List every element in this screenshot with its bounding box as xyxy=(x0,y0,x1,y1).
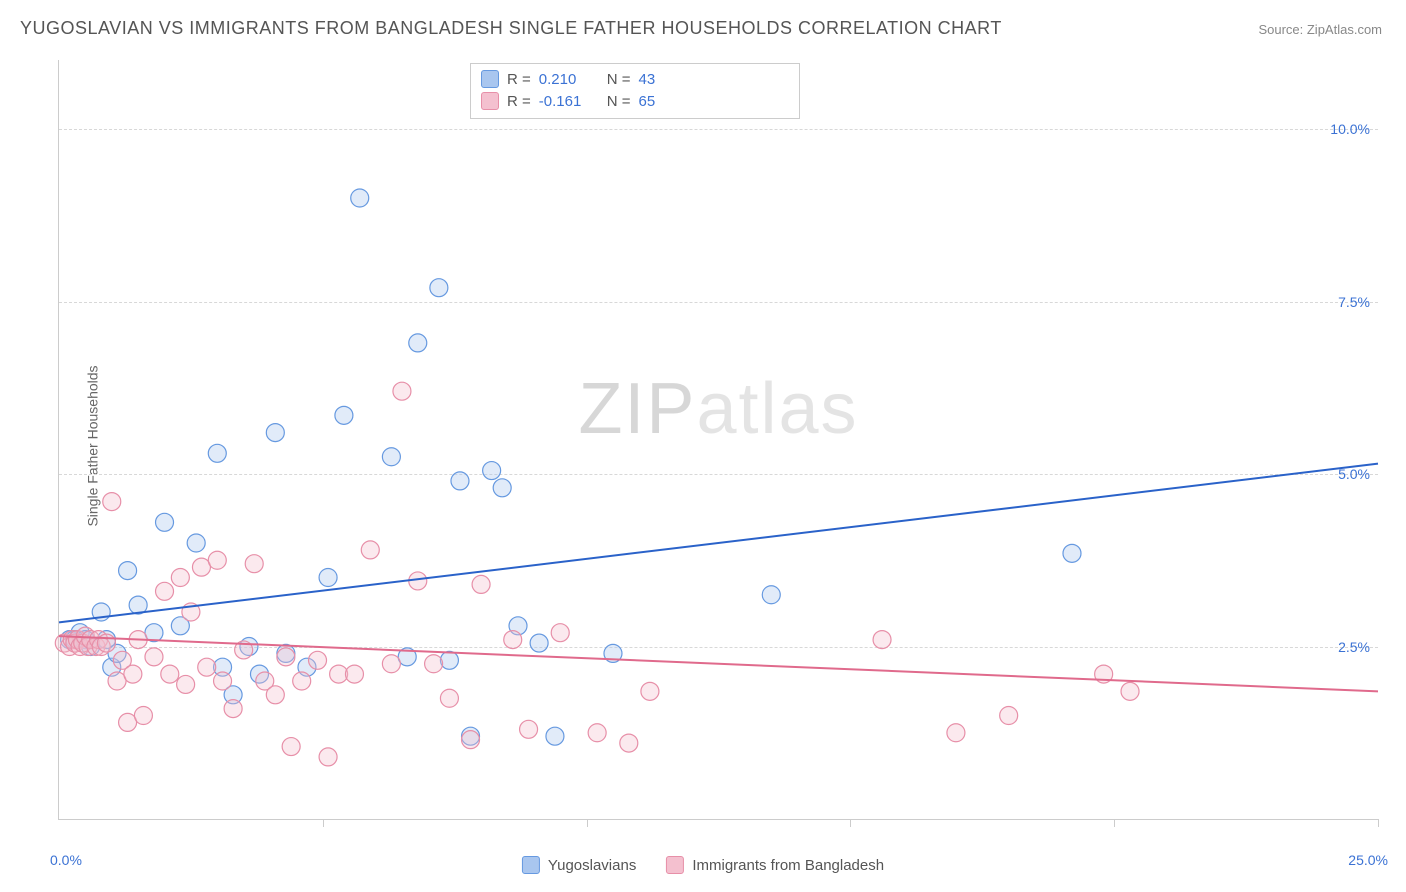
legend: Yugoslavians Immigrants from Bangladesh xyxy=(522,856,884,874)
x-tick-left: 0.0% xyxy=(50,852,82,868)
legend-item-1: Yugoslavians xyxy=(522,856,636,874)
r-value-2: -0.161 xyxy=(539,93,599,110)
legend-swatch-1 xyxy=(522,856,540,874)
n-value-2: 65 xyxy=(639,93,699,110)
plot-area: ZIPatlas 2.5%5.0%7.5%10.0% xyxy=(58,60,1378,820)
plot-svg xyxy=(59,60,1378,819)
stats-row-2: R = -0.161 N = 65 xyxy=(481,90,789,112)
stats-row-1: R = 0.210 N = 43 xyxy=(481,68,789,90)
stats-box: R = 0.210 N = 43 R = -0.161 N = 65 xyxy=(470,63,800,119)
legend-item-2: Immigrants from Bangladesh xyxy=(666,856,884,874)
legend-label-1: Yugoslavians xyxy=(548,857,636,874)
n-value-1: 43 xyxy=(639,71,699,88)
r-value-1: 0.210 xyxy=(539,71,599,88)
swatch-series-2 xyxy=(481,92,499,110)
legend-swatch-2 xyxy=(666,856,684,874)
x-tick-right: 25.0% xyxy=(1348,852,1388,868)
legend-label-2: Immigrants from Bangladesh xyxy=(692,857,884,874)
chart-container: YUGOSLAVIAN VS IMMIGRANTS FROM BANGLADES… xyxy=(0,0,1406,892)
chart-title: YUGOSLAVIAN VS IMMIGRANTS FROM BANGLADES… xyxy=(20,18,1002,39)
source-label: Source: ZipAtlas.com xyxy=(1258,22,1382,37)
swatch-series-1 xyxy=(481,70,499,88)
